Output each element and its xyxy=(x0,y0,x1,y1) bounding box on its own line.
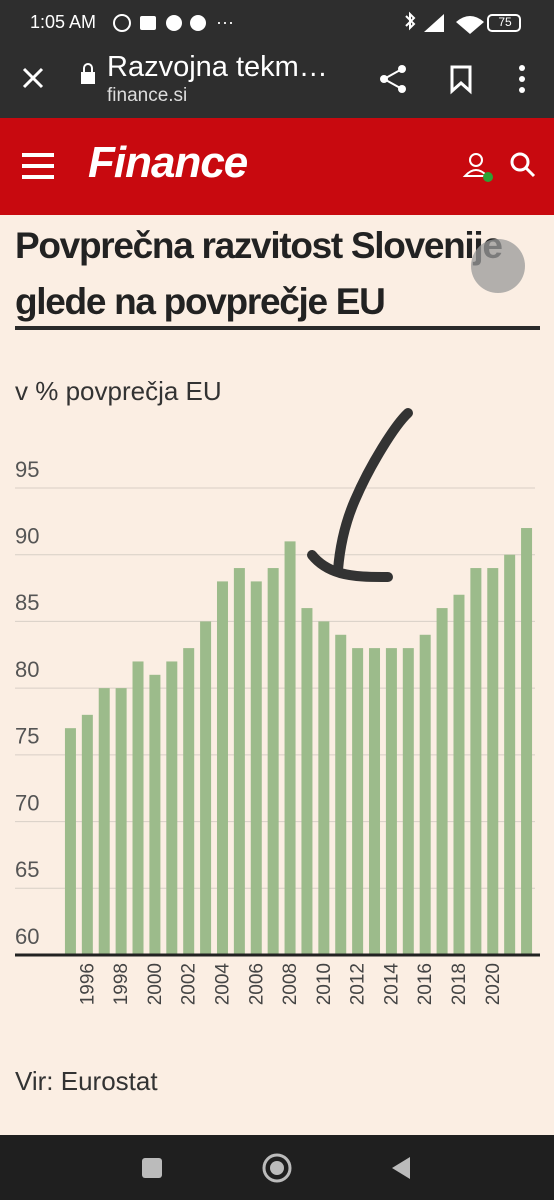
header-actions[interactable] xyxy=(462,150,542,184)
y-tick-label: 80 xyxy=(15,657,39,682)
site-header: Finance xyxy=(0,118,554,215)
x-tick-label: 2000 xyxy=(145,963,166,1005)
bar xyxy=(284,541,296,955)
bar xyxy=(335,634,347,955)
x-tick-label: 2012 xyxy=(348,963,369,1005)
bar xyxy=(166,661,178,955)
y-axis-label: v % povprečja EU xyxy=(15,376,222,406)
bar xyxy=(352,648,364,955)
bar xyxy=(402,648,414,955)
bar xyxy=(132,661,144,955)
battery-level: 75 xyxy=(498,15,512,29)
bar xyxy=(453,594,465,955)
page-domain: finance.si xyxy=(107,85,188,106)
bar xyxy=(419,634,431,955)
bar xyxy=(183,648,195,955)
page-title: Razvojna tekm… xyxy=(107,51,328,83)
chart-title: Povprečna razvitost Slovenije glede na p… xyxy=(15,225,503,322)
title-rule xyxy=(15,326,540,330)
bar xyxy=(98,688,110,955)
status-icons: ··· xyxy=(113,12,234,32)
floating-button[interactable] xyxy=(470,238,526,294)
lock-icon xyxy=(81,63,95,84)
bar xyxy=(487,568,499,955)
x-tick-label: 2020 xyxy=(483,963,504,1005)
x-tick-label: 1996 xyxy=(77,963,98,1005)
bar xyxy=(115,688,127,955)
system-icons xyxy=(405,11,521,34)
bar xyxy=(369,648,381,955)
y-tick-label: 65 xyxy=(15,857,39,882)
browser-actions[interactable] xyxy=(378,63,538,95)
x-tick-label: 2016 xyxy=(415,963,436,1005)
bar xyxy=(250,581,262,955)
close-button[interactable] xyxy=(20,65,46,91)
browser-bar: Razvojna tekm… finance.si xyxy=(0,45,554,118)
y-tick-label: 85 xyxy=(15,590,39,615)
bar xyxy=(233,568,245,955)
bar xyxy=(504,554,516,955)
bar xyxy=(385,648,397,955)
bar xyxy=(149,674,161,955)
x-tick-label: 2010 xyxy=(314,963,335,1005)
y-tick-label: 75 xyxy=(15,724,39,749)
x-tick-label: 2014 xyxy=(381,963,402,1006)
clock: 1:05 AM xyxy=(30,12,97,32)
hand-drawn-arrow xyxy=(307,408,413,582)
x-tick-label: 2004 xyxy=(212,963,233,1006)
nav-buttons[interactable] xyxy=(140,1153,420,1183)
status-bar: 1:05 AM ··· 75 xyxy=(0,0,554,45)
bar xyxy=(64,728,76,955)
bar xyxy=(81,714,93,955)
bar xyxy=(470,568,482,955)
bar xyxy=(216,581,228,955)
menu-button[interactable] xyxy=(22,152,54,180)
source: Vir: Eurostat xyxy=(15,1066,158,1096)
navigation-bar xyxy=(0,1135,554,1200)
y-tick-label: 60 xyxy=(15,924,39,949)
x-tick-label: 1998 xyxy=(111,963,132,1005)
bar xyxy=(301,608,313,955)
bar xyxy=(436,608,448,955)
bar xyxy=(521,528,533,955)
x-tick-label: 2018 xyxy=(449,963,470,1005)
chart: 60 65 70 75 80 85 90 95 1996 1998 2000 2002 2004 2006… xyxy=(15,457,540,1006)
y-tick-label: 70 xyxy=(15,790,39,815)
bar xyxy=(318,621,330,955)
y-tick-label: 90 xyxy=(15,524,39,549)
x-tick-label: 2008 xyxy=(280,963,301,1005)
bar xyxy=(267,568,279,955)
x-tick-label: 2006 xyxy=(246,963,267,1005)
x-tick-label: 2002 xyxy=(179,963,200,1005)
svg-text:···: ··· xyxy=(216,12,234,32)
y-tick-label: 95 xyxy=(15,457,39,482)
site-logo[interactable]: Finance xyxy=(88,138,248,187)
bar xyxy=(200,621,212,955)
